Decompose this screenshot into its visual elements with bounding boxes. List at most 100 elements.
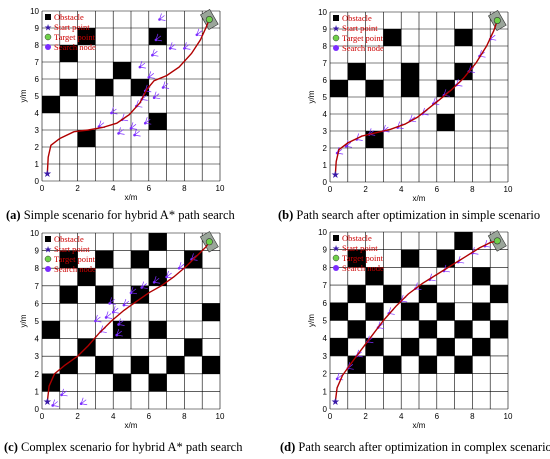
search-node <box>51 404 54 407</box>
obstacle-cell <box>436 114 455 131</box>
x-tick-label: 6 <box>147 412 152 421</box>
obstacle-cell <box>59 45 78 62</box>
obstacle-cell <box>148 28 167 45</box>
obstacle-cell <box>454 29 473 46</box>
y-tick-label: 10 <box>30 229 39 238</box>
legend-target-swatch <box>332 34 340 42</box>
obstacle-cell <box>184 338 203 357</box>
legend-obstacle: Obstacle <box>54 234 84 244</box>
y-tick-label: 0 <box>35 177 40 186</box>
y-tick-label: 7 <box>35 58 40 67</box>
obstacle-cell <box>347 249 366 268</box>
caption-a: (a) Simple scenario for hybrid A* path s… <box>6 208 235 223</box>
search-node <box>60 393 63 397</box>
obstacle-cell <box>202 303 220 321</box>
obstacle-cell <box>436 338 455 356</box>
y-tick-label: 10 <box>30 7 39 16</box>
obstacle-cell <box>77 28 96 45</box>
legend-start-swatch: ★ <box>44 23 52 33</box>
obstacle-cell <box>42 321 60 339</box>
legend-start: Start point <box>54 22 90 32</box>
legend-obstacle-swatch <box>45 14 51 20</box>
caption-a-tag: (a) <box>6 208 21 222</box>
search-node <box>115 333 119 337</box>
search-node <box>344 145 348 148</box>
panel-d: ★ 0 2 4 6 8 10 0 1 2 3 4 5 6 7 8 9 10 x/m y/m Obstacle ★ Start… <box>275 227 550 435</box>
x-tick-label: 2 <box>75 412 80 421</box>
obstacle-cell <box>454 63 473 80</box>
caption-a-text: Simple scenario for hybrid A* path searc… <box>20 208 235 222</box>
obstacle-cell <box>330 80 348 97</box>
y-tick-label: 5 <box>323 317 328 326</box>
y-tick-label: 2 <box>35 143 40 152</box>
x-tick-label: 4 <box>399 412 404 421</box>
y-axis-label: y/m <box>307 90 316 103</box>
x-tick-label: 0 <box>40 184 45 193</box>
obstacle-cell <box>131 285 149 304</box>
obstacle-cell <box>347 63 366 80</box>
y-tick-label: 7 <box>323 281 328 290</box>
caption-b: (b) Path search after optimization in si… <box>278 208 540 223</box>
start-point-marker: ★ <box>331 397 340 408</box>
search-node <box>183 47 186 50</box>
legend-obstacle: Obstacle <box>342 13 372 23</box>
obstacle-cell <box>148 233 167 251</box>
legend-start: Start point <box>342 243 378 253</box>
y-tick-label: 0 <box>323 178 328 187</box>
y-tick-label: 1 <box>323 161 328 170</box>
obstacle-cell <box>347 320 366 339</box>
y-tick-label: 5 <box>323 93 328 102</box>
y-tick-label: 5 <box>35 92 40 101</box>
y-tick-label: 9 <box>323 246 328 255</box>
obstacle-cell <box>347 285 366 303</box>
caption-c-text: Complex scenario for hybrid A* path sear… <box>17 440 243 454</box>
obstacle-cell <box>383 285 402 303</box>
obstacle-cell <box>95 250 114 269</box>
obstacle-cell <box>59 285 78 304</box>
obstacle-cell <box>113 62 131 79</box>
planned-path <box>46 241 210 403</box>
target-point-marker <box>493 16 501 24</box>
y-tick-label: 10 <box>318 228 327 237</box>
y-tick-label: 8 <box>323 263 328 272</box>
x-tick-label: 10 <box>216 412 225 421</box>
obstacle-cell <box>401 249 419 268</box>
obstacle-cell <box>148 321 167 339</box>
search-node <box>152 96 156 99</box>
legend-target-swatch <box>332 254 340 262</box>
legend-obstacle: Obstacle <box>342 233 372 243</box>
search-node <box>97 125 101 128</box>
search-node <box>104 316 108 319</box>
obstacle-cell <box>202 356 220 374</box>
obstacle-cell <box>148 373 167 392</box>
x-axis-label: x/m <box>413 421 426 430</box>
x-tick-label: 10 <box>504 185 513 194</box>
obstacle-cell <box>77 130 96 147</box>
caption-d-text: Path search after optimization in comple… <box>295 440 550 454</box>
search-node <box>117 323 120 326</box>
y-tick-label: 5 <box>35 317 40 326</box>
caption-c-tag: (c) <box>4 440 18 454</box>
obstacle-cell <box>77 268 96 286</box>
legend-search-swatch <box>45 44 51 50</box>
y-tick-label: 9 <box>35 24 40 33</box>
obstacle-cell <box>95 79 114 96</box>
caption-b-tag: (b) <box>278 208 294 222</box>
obstacle-cell <box>383 29 402 46</box>
obstacle-cell <box>383 355 402 374</box>
y-tick-label: 3 <box>35 126 40 135</box>
x-tick-label: 4 <box>399 185 404 194</box>
legend-search: Search node <box>54 42 96 52</box>
search-node <box>161 86 165 89</box>
caption-d: (d) Path search after optimization in co… <box>280 440 550 455</box>
y-tick-label: 1 <box>35 387 40 396</box>
legend-search-swatch <box>45 266 51 272</box>
y-tick-label: 8 <box>35 264 40 273</box>
x-tick-label: 6 <box>435 185 440 194</box>
x-tick-label: 0 <box>40 412 45 421</box>
y-tick-label: 7 <box>35 282 40 291</box>
search-node <box>165 275 168 279</box>
legend-search-swatch <box>333 265 339 271</box>
obstacle-cell <box>436 249 455 268</box>
